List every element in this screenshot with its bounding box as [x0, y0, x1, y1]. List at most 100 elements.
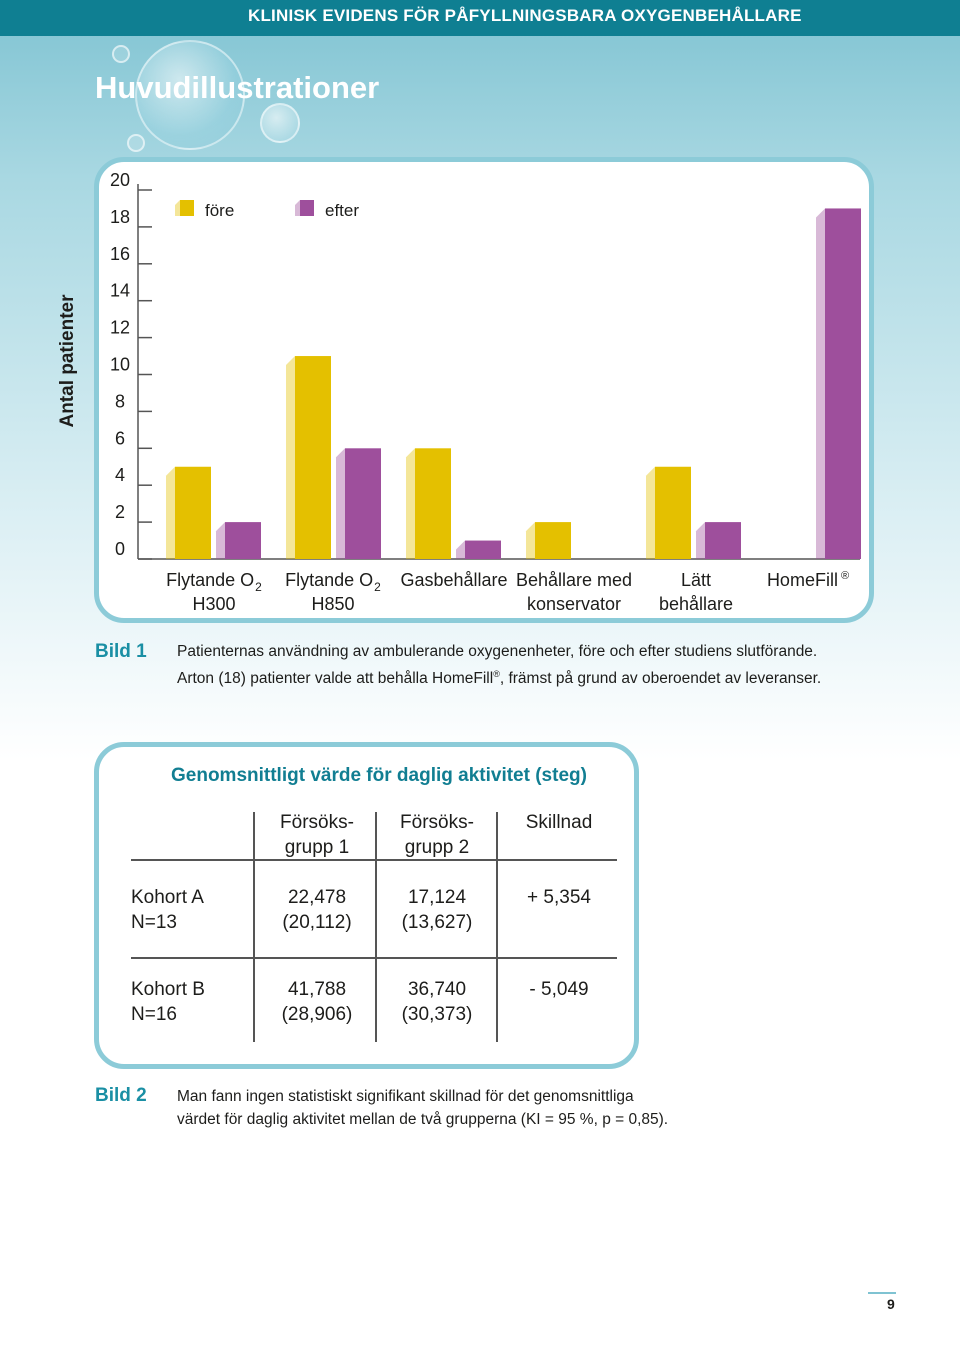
- table-panel: Genomsnittligt värde för daglig aktivite…: [94, 742, 639, 1069]
- table-column-divider: [253, 812, 255, 1042]
- x-category-label-line2: behållare: [659, 594, 733, 614]
- bar-fore-0-front: [175, 466, 211, 559]
- bar-fore-1: [286, 356, 331, 559]
- y-tick-label: 6: [115, 428, 125, 448]
- table-row-a-group1: 22,478 (20,112): [262, 885, 372, 935]
- legend-label: efter: [325, 201, 359, 220]
- table-title: Genomsnittligt värde för daglig aktivite…: [171, 765, 587, 786]
- bar-efter-0: [216, 522, 261, 559]
- bar-efter-1-side: [336, 448, 345, 559]
- x-category-label-suffix: 2: [255, 580, 262, 594]
- bar-fore-1-front: [295, 356, 331, 559]
- legend-swatch-0: [175, 200, 194, 216]
- bar-efter-0-side: [216, 522, 225, 559]
- decorative-bubble-medium: [260, 103, 300, 143]
- bar-efter-4: [696, 522, 741, 559]
- bar-efter-5-side: [816, 208, 825, 559]
- legend-swatch-1: [295, 200, 314, 216]
- table-row-b-label: Kohort B N=16: [131, 977, 241, 1027]
- table-row-b-group1: 41,788 (28,906): [262, 977, 372, 1027]
- bar-efter-5: [816, 208, 861, 559]
- y-tick-label: 20: [110, 170, 130, 190]
- row-a-g2-sd: (13,627): [401, 912, 473, 933]
- header-banner: KLINISK EVIDENS FÖR PÅFYLLNINGSBARA OXYG…: [0, 0, 960, 36]
- figure1-caption-line2-a: Arton (18) patienter valde att behålla H…: [177, 670, 494, 688]
- figure2-caption-line1: Man fann ingen statistiskt signifikant s…: [177, 1088, 634, 1105]
- x-category-label: Behållare med: [516, 570, 632, 590]
- bar-fore-4-front: [655, 466, 691, 559]
- y-tick-label: 16: [110, 244, 130, 264]
- table-row-a-group2: 17,124 (13,627): [382, 885, 492, 935]
- bar-fore-4: [646, 466, 691, 559]
- header-difference: Skillnad: [504, 810, 614, 835]
- bar-efter-2-side: [456, 540, 465, 559]
- row-b-label2: N=16: [131, 1004, 177, 1025]
- y-tick-label: 4: [115, 465, 125, 485]
- x-category-label: Lätt: [681, 570, 711, 590]
- header-difference-line1: Skillnad: [525, 812, 593, 833]
- header-group2-line1: Försöks-: [400, 812, 474, 833]
- figure1-caption-line2-b: , främst på grund av oberoendet av lever…: [499, 670, 822, 688]
- x-category-label-suffix: 2: [374, 580, 381, 594]
- x-category-label-line2: konservator: [527, 594, 621, 614]
- bar-efter-0-front: [225, 522, 261, 559]
- header-group1-line1: Försöks-: [280, 812, 354, 833]
- y-tick-label: 14: [110, 281, 130, 301]
- bar-fore-2-front: [415, 448, 451, 559]
- y-tick-label: 0: [115, 539, 125, 559]
- bar-fore-0: [166, 466, 211, 559]
- row-b-g1-sd: (28,906): [281, 1004, 353, 1025]
- row-b-g2-mean: 36,740: [407, 979, 467, 1000]
- row-b-g1-mean: 41,788: [287, 979, 347, 1000]
- header-group2: Försöks- grupp 2: [382, 810, 492, 860]
- bar-fore-3-front: [535, 522, 571, 559]
- table-header-divider: [131, 859, 617, 861]
- page-number: 9: [887, 1296, 895, 1312]
- legend-swatch-front: [300, 200, 314, 216]
- figure2-label: Bild 2: [95, 1085, 147, 1106]
- table-row-a-label: Kohort A N=13: [131, 885, 241, 935]
- y-tick-label: 8: [115, 391, 125, 411]
- row-a-label2: N=13: [131, 912, 177, 933]
- decorative-bubble-small: [112, 45, 130, 63]
- bar-efter-2: [456, 540, 501, 559]
- table-row-a-diff: + 5,354: [527, 887, 591, 908]
- figure1-caption-line1: Patienternas användning av ambulerande o…: [177, 643, 818, 660]
- bar-efter-2-front: [465, 540, 501, 559]
- table-row-divider: [131, 957, 617, 959]
- table-column-divider: [375, 812, 377, 1042]
- bar-fore-2-side: [406, 448, 415, 559]
- x-category-label: HomeFill ®: [767, 570, 849, 590]
- bar-fore-4-side: [646, 466, 655, 559]
- table-row-b-diff: - 5,049: [529, 979, 589, 1000]
- y-tick-label: 10: [110, 355, 130, 375]
- figure1-caption: Patienternas användning av ambulerande o…: [177, 640, 821, 690]
- bar-efter-4-front: [705, 522, 741, 559]
- y-tick-label: 12: [110, 318, 130, 338]
- y-tick-label: 18: [110, 207, 130, 227]
- decorative-bubble-large: [135, 40, 245, 150]
- row-b-g2-sd: (30,373): [401, 1004, 473, 1025]
- legend-label: före: [205, 201, 234, 220]
- figure1-label: Bild 1: [95, 641, 147, 662]
- bar-fore-3-side: [526, 522, 535, 559]
- legend-swatch-side: [175, 200, 180, 216]
- header-banner-text: KLINISK EVIDENS FÖR PÅFYLLNINGSBARA OXYG…: [248, 6, 802, 25]
- row-a-g1-mean: 22,478: [287, 887, 347, 908]
- figure2-caption: Man fann ingen statistiskt signifikant s…: [177, 1085, 668, 1131]
- bar-fore-1-side: [286, 356, 295, 559]
- table-column-divider: [496, 812, 498, 1042]
- table-row-b-group2: 36,740 (30,373): [382, 977, 492, 1027]
- x-category-label: Flytande O2: [285, 570, 381, 594]
- figure1-caption-line2: Arton (18) patienter valde att behålla H…: [177, 663, 821, 690]
- bar-efter-1: [336, 448, 381, 559]
- x-category-label: Gasbehållare: [400, 570, 507, 590]
- x-category-label-line2: H300: [192, 594, 235, 614]
- x-category-label: Flytande O2: [166, 570, 262, 594]
- row-a-g1-sd: (20,112): [282, 912, 352, 933]
- page-title: Huvudillustrationer: [95, 70, 380, 105]
- row-a-label1: Kohort A: [131, 887, 204, 908]
- bar-fore-2: [406, 448, 451, 559]
- header-group2-line2: grupp 2: [404, 837, 470, 858]
